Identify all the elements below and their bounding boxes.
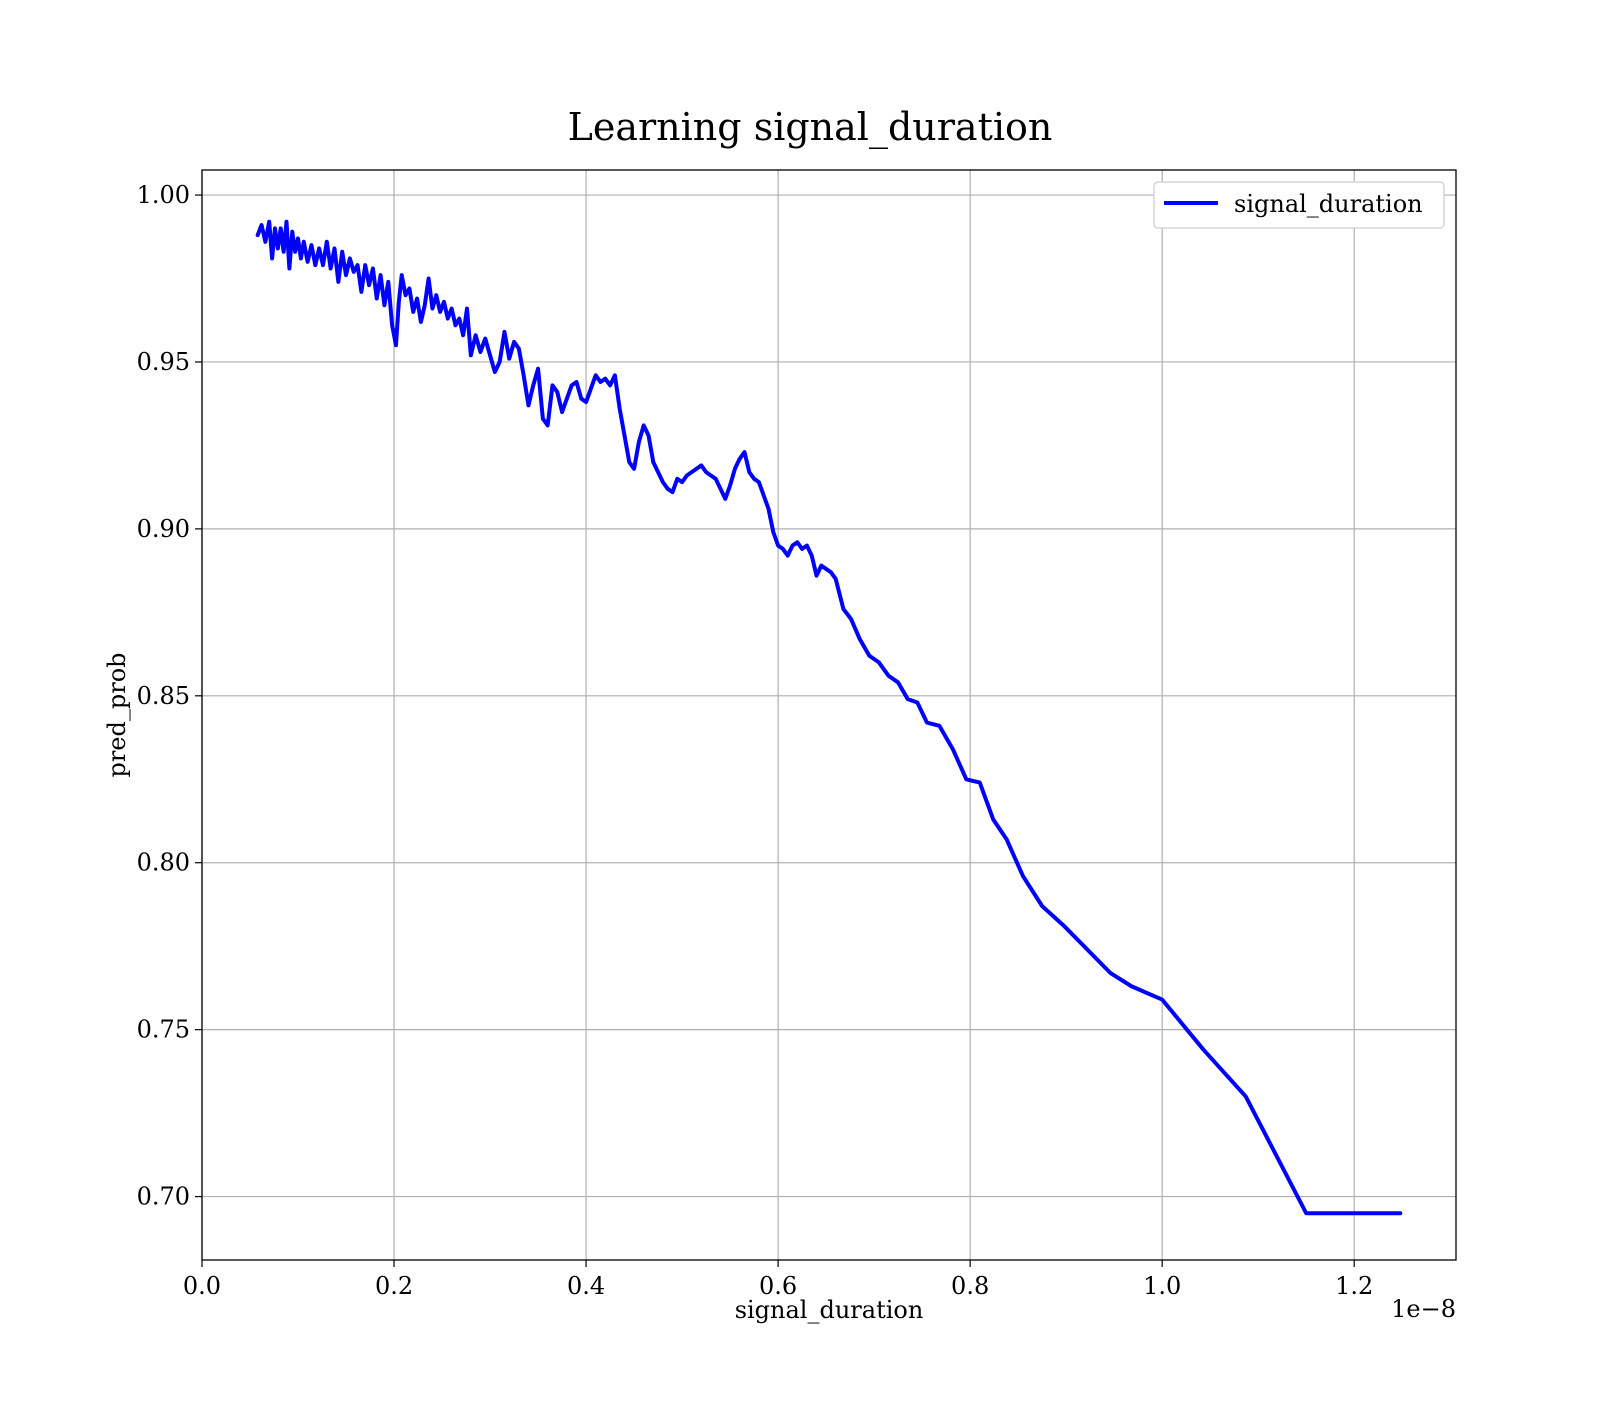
- series-layer: [255, 219, 1403, 1216]
- grid-lines: [201, 170, 1456, 1260]
- y-tick-label: 0.90: [137, 515, 190, 543]
- x-tick-label: 0.0: [183, 1272, 221, 1300]
- tick-layer: 0.0 0.2 0.4 0.6 0.8 1.0 1.2 0.70 0.75 0.80 0.85 0.9…: [137, 181, 1374, 1300]
- chart-title: Learning signal_duration: [568, 105, 1053, 150]
- legend: signal_duration: [1153, 181, 1445, 229]
- x-tick-label: 0.6: [759, 1272, 797, 1300]
- y-tick-label: 0.85: [137, 682, 190, 710]
- x-tick-label: 0.2: [375, 1272, 413, 1300]
- legend-box: [1153, 181, 1445, 229]
- y-tick-label: 1.00: [137, 181, 190, 209]
- y-tick-label: 0.80: [137, 849, 190, 877]
- series-line-signal-duration: [255, 219, 1403, 1216]
- x-axis-label: signal_duration: [735, 1296, 924, 1324]
- y-tick-label: 0.70: [137, 1183, 190, 1211]
- y-axis-label: pred_prob: [103, 652, 131, 777]
- axes-frame: [201, 169, 1457, 1261]
- y-tick-label: 0.75: [137, 1016, 190, 1044]
- x-tick-label: 1.0: [1143, 1272, 1181, 1300]
- x-tick-label: 0.8: [951, 1272, 989, 1300]
- x-axis-offset-text: 1e−8: [1391, 1295, 1456, 1323]
- y-tick-label: 0.95: [137, 348, 190, 376]
- legend-label-signal-duration: signal_duration: [1234, 190, 1423, 218]
- x-tick-label: 0.4: [567, 1272, 605, 1300]
- x-tick-label: 1.2: [1335, 1272, 1373, 1300]
